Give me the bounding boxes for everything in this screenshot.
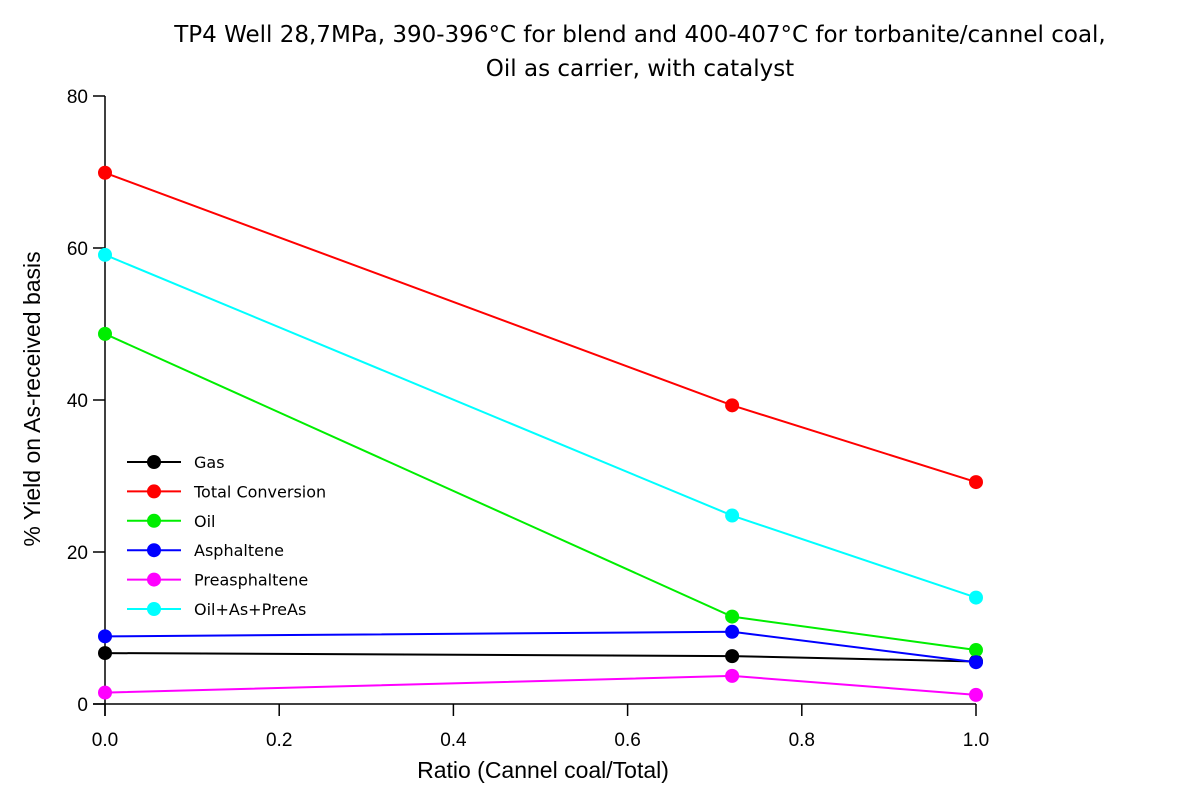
series-oil — [98, 326, 983, 658]
legend-marker — [147, 455, 161, 469]
legend-label: Asphaltene — [194, 541, 284, 560]
data-point-total-conversion — [98, 165, 112, 180]
series-asphaltene — [98, 624, 983, 670]
legend-item-total-conversion: Total Conversion — [127, 482, 326, 501]
axes: 0.0 0.2 0.4 0.6 0.8 1.0 0 20 40 60 80 — [67, 87, 989, 751]
series-layer — [98, 165, 983, 702]
legend-marker — [147, 484, 161, 499]
data-point-gas — [98, 646, 112, 661]
x-axis-label: Ratio (Cannel coal/Total) — [417, 757, 669, 783]
data-point-preasphaltene — [98, 685, 112, 700]
y-tick-label: 40 — [67, 391, 88, 412]
legend-item-oil-as-preas: Oil+As+PreAs — [127, 600, 306, 619]
legend: Gas Total Conversion Oil Asphaltene Preaspha… — [127, 453, 326, 619]
y-tick-label: 0 — [77, 695, 88, 716]
x-tick-label: 0.6 — [614, 730, 640, 751]
legend-marker — [147, 602, 161, 616]
data-point-gas — [725, 649, 740, 664]
series-gas — [98, 646, 983, 669]
y-tick-label: 60 — [67, 239, 88, 260]
legend-label: Preasphaltene — [194, 571, 308, 590]
legend-item-gas: Gas — [127, 453, 225, 472]
legend-item-asphaltene: Asphaltene — [127, 541, 284, 560]
data-point-preasphaltene — [725, 668, 740, 683]
series-preasphaltene — [98, 668, 983, 702]
series-total-conversion — [98, 165, 983, 490]
chart-title-line-1: TP4 Well 28,7MPa, 390-396°C for blend an… — [173, 22, 1106, 48]
y-tick-label: 20 — [67, 543, 88, 564]
data-point-asphaltene — [969, 655, 983, 670]
legend-label: Oil — [194, 512, 215, 531]
x-tick-label: 0.2 — [266, 730, 292, 751]
data-point-asphaltene — [98, 629, 112, 644]
series-line-gas — [104, 652, 977, 663]
data-point-oil — [969, 643, 983, 658]
series-line-preasphaltene — [104, 674, 977, 696]
legend-item-oil: Oil — [127, 512, 215, 531]
legend-item-preasphaltene: Preasphaltene — [127, 571, 308, 590]
legend-label: Oil+As+PreAs — [194, 600, 306, 619]
x-tick-label: 0.4 — [440, 730, 467, 751]
series-oil-as-preas — [98, 247, 983, 605]
data-point-total-conversion — [969, 475, 983, 490]
data-point-oil-as-preas — [98, 247, 112, 262]
legend-label: Total Conversion — [193, 482, 326, 501]
x-tick-label: 1.0 — [963, 730, 989, 751]
data-point-asphaltene — [725, 624, 740, 639]
legend-marker — [147, 543, 161, 558]
data-point-oil — [725, 609, 740, 624]
y-axis-label: % Yield on As-received basis — [19, 251, 45, 546]
data-point-oil-as-preas — [725, 508, 740, 523]
chart-title-line-2: Oil as carrier, with catalyst — [486, 56, 794, 82]
x-tick-label: 0.0 — [92, 730, 118, 751]
data-point-preasphaltene — [969, 687, 983, 702]
data-point-oil — [98, 326, 112, 341]
legend-marker — [147, 513, 161, 528]
data-point-total-conversion — [725, 398, 740, 413]
chart-title: TP4 Well 28,7MPa, 390-396°C for blend an… — [173, 22, 1106, 82]
y-tick-label: 80 — [67, 87, 88, 108]
data-point-oil-as-preas — [969, 590, 983, 605]
legend-marker — [147, 572, 161, 587]
x-tick-label: 0.8 — [789, 730, 815, 751]
legend-label: Gas — [194, 453, 225, 472]
